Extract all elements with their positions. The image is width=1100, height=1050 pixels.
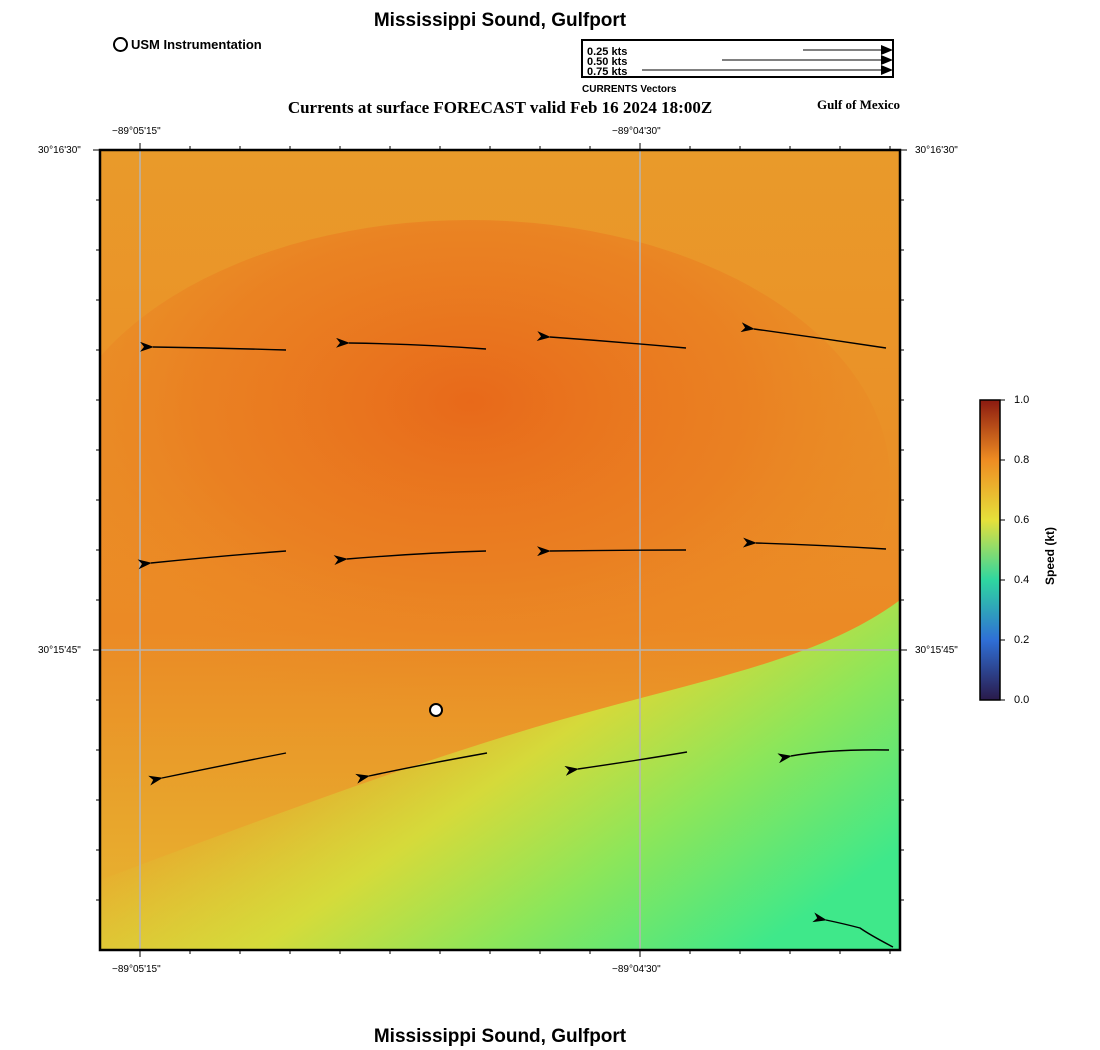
station-marker-icon[interactable]	[429, 703, 443, 717]
current-vector	[148, 752, 287, 786]
station-marker-icon	[113, 37, 128, 52]
colorbar-tick-label: 0.6	[1014, 514, 1030, 526]
map-subtitle: Currents at surface FORECAST valid Feb 1…	[287, 98, 713, 117]
current-vector	[742, 537, 887, 550]
vector-scale-label: 0.50 kts	[587, 56, 628, 68]
colorbar-tick-label: 1.0	[1014, 394, 1030, 406]
current-vector	[536, 546, 687, 557]
speed-field	[100, 150, 900, 950]
colorbar-tick-label: 0.2	[1014, 634, 1030, 646]
lon-tick-label: −89°05'15"	[112, 126, 161, 137]
speed-colorbar	[979, 399, 1005, 701]
lon-tick-label: −89°05'15"	[112, 964, 161, 975]
vector-scale-label: 0.25 kts	[587, 46, 628, 58]
current-vector	[812, 912, 894, 948]
current-vector	[536, 331, 687, 349]
footer-title: Mississippi Sound, Gulfport	[373, 1026, 627, 1047]
current-vector	[139, 341, 287, 352]
current-vector	[333, 550, 487, 566]
current-vector	[335, 337, 487, 350]
lat-tick-label: 30°16'30"	[915, 145, 958, 156]
vector-scale-arrows	[642, 45, 893, 75]
vector-caption: CURRENTS Vectors	[582, 84, 677, 95]
current-vector	[740, 322, 887, 349]
colorbar-tick-label: 0.0	[1014, 694, 1030, 706]
map-title: Mississippi Sound, Gulfport	[373, 10, 627, 31]
region-label: Gulf of Mexico	[816, 97, 900, 112]
vector-scale-legend: 0.25 kts 0.50 kts 0.75 kts	[581, 39, 894, 78]
current-vectors	[137, 322, 894, 948]
frame-ticks	[93, 143, 907, 957]
current-vector	[137, 550, 287, 570]
current-vector	[355, 752, 488, 784]
colorbar-tick-label: 0.4	[1014, 574, 1030, 586]
current-vector	[564, 751, 688, 776]
lon-tick-label: −89°04'30"	[612, 126, 661, 137]
colorbar-title: Speed (kt)	[1043, 526, 1057, 585]
lat-tick-label: 30°15'45"	[38, 645, 81, 656]
colorbar-tick-label: 0.8	[1014, 454, 1030, 466]
station-legend-label: USM Instrumentation	[131, 37, 262, 52]
lon-tick-label: −89°04'30"	[612, 964, 661, 975]
current-vector	[777, 749, 890, 764]
station-legend: USM Instrumentation	[113, 37, 262, 52]
vector-scale-label: 0.75 kts	[587, 66, 628, 78]
lat-tick-label: 30°15'45"	[915, 645, 958, 656]
lat-tick-label: 30°16'30"	[38, 145, 81, 156]
